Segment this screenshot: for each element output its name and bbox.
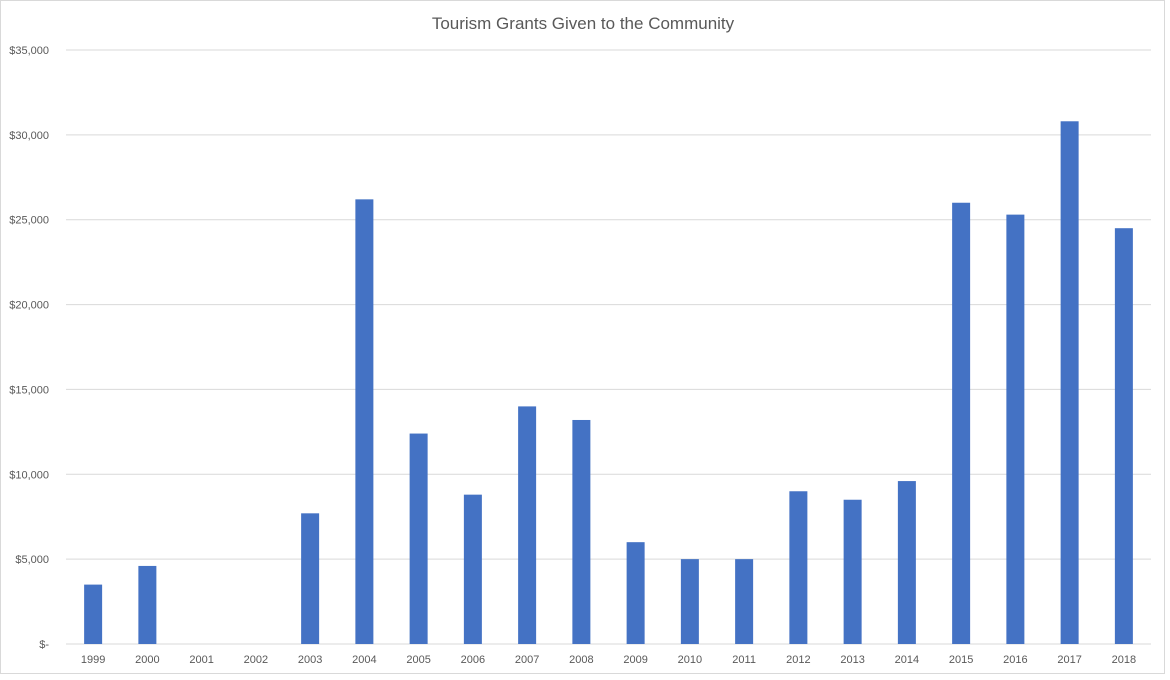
bar-2011 — [735, 559, 754, 644]
bar-2015 — [952, 202, 971, 644]
y-tick-label: $30,000 — [9, 130, 49, 142]
x-tick-label: 2005 — [406, 654, 430, 666]
y-tick-label: $35,000 — [9, 45, 49, 57]
x-tick-label: 2018 — [1112, 654, 1136, 666]
x-tick-label: 2004 — [352, 654, 376, 666]
x-tick-label: 2011 — [732, 654, 756, 666]
x-tick-label: 2014 — [895, 654, 919, 666]
bar-2007 — [518, 406, 537, 644]
bar-2014 — [897, 481, 916, 644]
bar-2017 — [1060, 121, 1079, 644]
x-tick-label: 2008 — [569, 654, 593, 666]
y-tick-label: $20,000 — [9, 300, 49, 312]
x-tick-label: 2000 — [135, 654, 159, 666]
x-tick-label: 2015 — [949, 654, 973, 666]
bar-2005 — [409, 433, 428, 644]
y-tick-label: $25,000 — [9, 215, 49, 227]
bars — [84, 121, 1133, 644]
x-tick-label: 2017 — [1057, 654, 1081, 666]
y-tick-label: $10,000 — [9, 469, 49, 481]
y-tick-label: $- — [39, 639, 49, 651]
bar-2000 — [138, 565, 157, 644]
bar-2006 — [463, 494, 482, 644]
bar-2009 — [626, 542, 645, 644]
x-tick-label: 2001 — [189, 654, 213, 666]
bar-2003 — [301, 513, 320, 644]
x-tick-label: 2009 — [623, 654, 647, 666]
y-tick-label: $15,000 — [9, 384, 49, 396]
bar-1999 — [84, 584, 103, 644]
x-tick-label: 2007 — [515, 654, 539, 666]
bar-2013 — [843, 499, 862, 644]
x-tick-label: 1999 — [81, 654, 105, 666]
y-axis-tick-labels: $- $5,000 $10,000 $15,000 $20,000 $25,000 $30,… — [9, 45, 49, 651]
x-tick-label: 2013 — [840, 654, 864, 666]
y-tick-label: $5,000 — [15, 554, 49, 566]
bar-2008 — [572, 419, 591, 644]
x-tick-label: 2002 — [244, 654, 268, 666]
x-tick-label: 2003 — [298, 654, 322, 666]
bar-2010 — [680, 559, 699, 644]
bar-2012 — [789, 491, 808, 644]
x-tick-label: 2016 — [1003, 654, 1027, 666]
gridlines — [66, 49, 1151, 645]
x-tick-label: 2006 — [461, 654, 485, 666]
x-tick-label: 2012 — [786, 654, 810, 666]
bar-2004 — [355, 199, 374, 644]
chart-title: Tourism Grants Given to the Community — [432, 14, 735, 33]
x-tick-label: 2010 — [678, 654, 702, 666]
bar-2018 — [1114, 228, 1133, 644]
x-axis-tick-labels: 1999 2000 2001 2002 2003 2004 2005 2006 2007 2008… — [81, 654, 1136, 666]
bar-2016 — [1006, 214, 1025, 644]
